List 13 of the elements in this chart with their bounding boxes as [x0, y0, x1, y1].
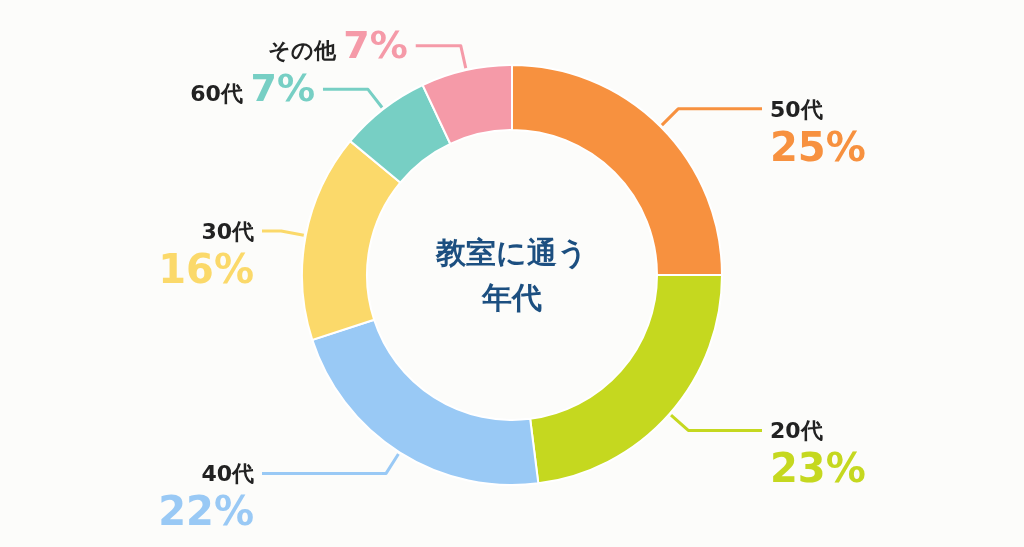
data-label: 7%: [250, 66, 315, 111]
data-label: 7%: [343, 22, 408, 67]
slice-label: 40代: [201, 461, 254, 487]
slice-label: その他: [267, 37, 344, 63]
data-label: 16%: [158, 245, 254, 292]
data-label: 22%: [158, 488, 254, 535]
text: 教室に通う年代: [434, 234, 589, 317]
slice-label: 30代: [201, 218, 254, 244]
slice-label: 60代: [190, 81, 251, 107]
data-label: 25%: [770, 123, 866, 170]
slice-label: 20代: [770, 418, 823, 444]
data-label: 23%: [770, 445, 866, 492]
slice-label: 50代: [770, 96, 823, 122]
